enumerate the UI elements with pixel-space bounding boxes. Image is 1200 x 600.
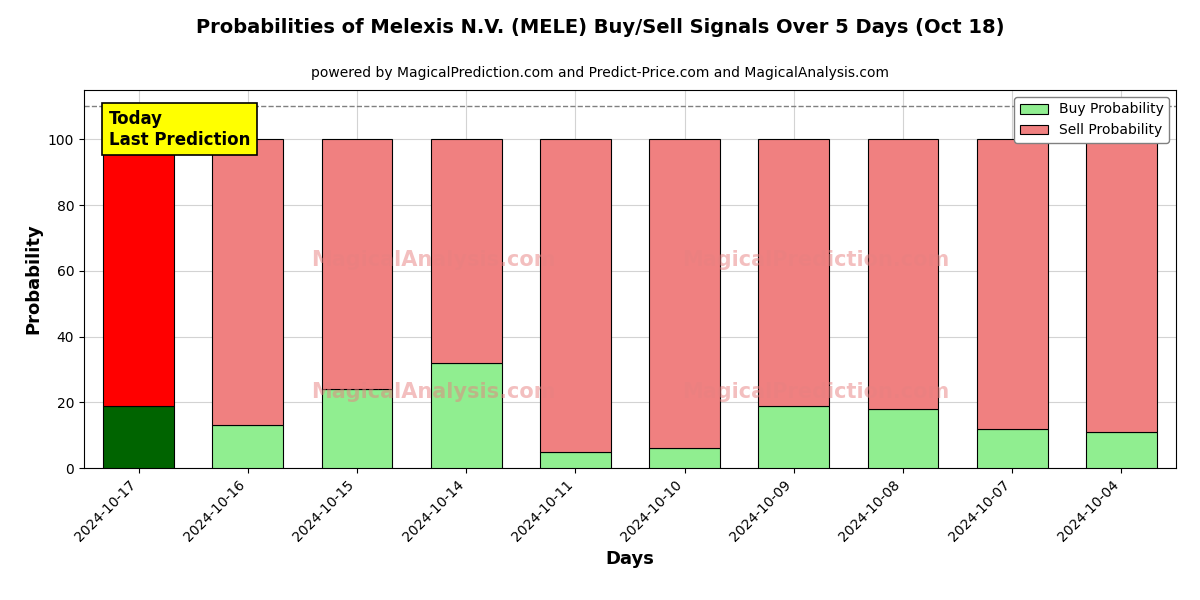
- Bar: [431, 139, 502, 363]
- Bar: [322, 389, 392, 468]
- Bar: [868, 139, 938, 409]
- Bar: [540, 452, 611, 468]
- Bar: [649, 139, 720, 448]
- Bar: [212, 425, 283, 468]
- Bar: [758, 406, 829, 468]
- Legend: Buy Probability, Sell Probability: Buy Probability, Sell Probability: [1014, 97, 1169, 143]
- X-axis label: Days: Days: [606, 550, 654, 568]
- Text: MagicalAnalysis.com: MagicalAnalysis.com: [311, 250, 556, 270]
- Text: powered by MagicalPrediction.com and Predict-Price.com and MagicalAnalysis.com: powered by MagicalPrediction.com and Pre…: [311, 66, 889, 80]
- Bar: [103, 139, 174, 406]
- Bar: [431, 363, 502, 468]
- Y-axis label: Probability: Probability: [24, 224, 42, 334]
- Bar: [1086, 139, 1157, 432]
- Bar: [103, 406, 174, 468]
- Bar: [758, 139, 829, 406]
- Bar: [868, 409, 938, 468]
- Bar: [212, 139, 283, 425]
- Text: MagicalAnalysis.com: MagicalAnalysis.com: [311, 382, 556, 403]
- Bar: [540, 139, 611, 452]
- Text: MagicalPrediction.com: MagicalPrediction.com: [682, 250, 949, 270]
- Text: Probabilities of Melexis N.V. (MELE) Buy/Sell Signals Over 5 Days (Oct 18): Probabilities of Melexis N.V. (MELE) Buy…: [196, 18, 1004, 37]
- Text: Today
Last Prediction: Today Last Prediction: [108, 110, 250, 149]
- Bar: [322, 139, 392, 389]
- Bar: [977, 428, 1048, 468]
- Bar: [1086, 432, 1157, 468]
- Bar: [649, 448, 720, 468]
- Bar: [977, 139, 1048, 428]
- Text: MagicalPrediction.com: MagicalPrediction.com: [682, 382, 949, 403]
